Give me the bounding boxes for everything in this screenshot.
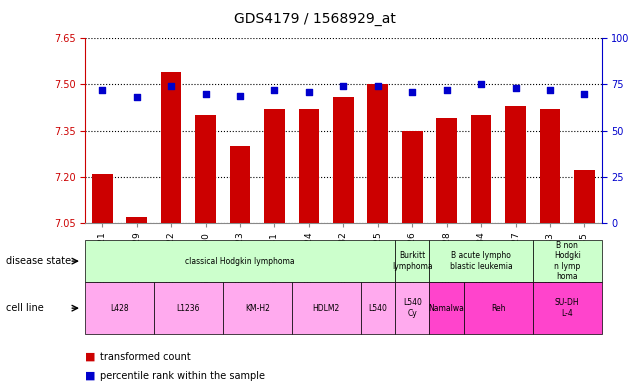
Text: L540: L540 <box>369 304 387 313</box>
Text: cell line: cell line <box>6 303 44 313</box>
Bar <box>437 118 457 223</box>
Text: transformed count: transformed count <box>100 352 190 362</box>
Text: percentile rank within the sample: percentile rank within the sample <box>100 371 265 381</box>
Text: SU-DH
L-4: SU-DH L-4 <box>555 298 580 318</box>
Bar <box>161 72 181 223</box>
Point <box>442 87 452 93</box>
Point <box>407 89 417 95</box>
Text: Reh: Reh <box>491 304 506 313</box>
Text: L540
Cy: L540 Cy <box>403 298 421 318</box>
Text: L1236: L1236 <box>176 304 200 313</box>
Text: ■: ■ <box>85 352 96 362</box>
Bar <box>92 174 113 223</box>
Point <box>580 91 590 97</box>
Text: Burkitt
lymphoma: Burkitt lymphoma <box>392 252 433 271</box>
Point <box>200 91 210 97</box>
Bar <box>505 106 526 223</box>
Point <box>510 85 520 91</box>
Point <box>166 83 176 89</box>
Point <box>235 93 245 99</box>
Bar <box>230 146 250 223</box>
Point <box>373 83 383 89</box>
Bar <box>195 115 216 223</box>
Bar <box>333 97 353 223</box>
Bar <box>540 109 560 223</box>
Point <box>304 89 314 95</box>
Point <box>476 81 486 88</box>
Text: disease state: disease state <box>6 256 71 266</box>
Text: classical Hodgkin lymphoma: classical Hodgkin lymphoma <box>185 257 295 266</box>
Text: ■: ■ <box>85 371 96 381</box>
Bar <box>127 217 147 223</box>
Point <box>545 87 555 93</box>
Point <box>338 83 348 89</box>
Point <box>97 87 107 93</box>
Bar <box>471 115 491 223</box>
Bar <box>402 131 423 223</box>
Bar <box>367 84 388 223</box>
Text: B acute lympho
blastic leukemia: B acute lympho blastic leukemia <box>450 252 512 271</box>
Point <box>132 94 142 101</box>
Text: KM-H2: KM-H2 <box>245 304 270 313</box>
Point <box>270 87 280 93</box>
Text: GDS4179 / 1568929_at: GDS4179 / 1568929_at <box>234 12 396 25</box>
Text: B non
Hodgki
n lymp
homa: B non Hodgki n lymp homa <box>554 241 581 281</box>
Bar <box>264 109 285 223</box>
Bar <box>299 109 319 223</box>
Bar <box>574 170 595 223</box>
Text: L428: L428 <box>110 304 129 313</box>
Text: HDLM2: HDLM2 <box>312 304 340 313</box>
Text: Namalwa: Namalwa <box>429 304 464 313</box>
